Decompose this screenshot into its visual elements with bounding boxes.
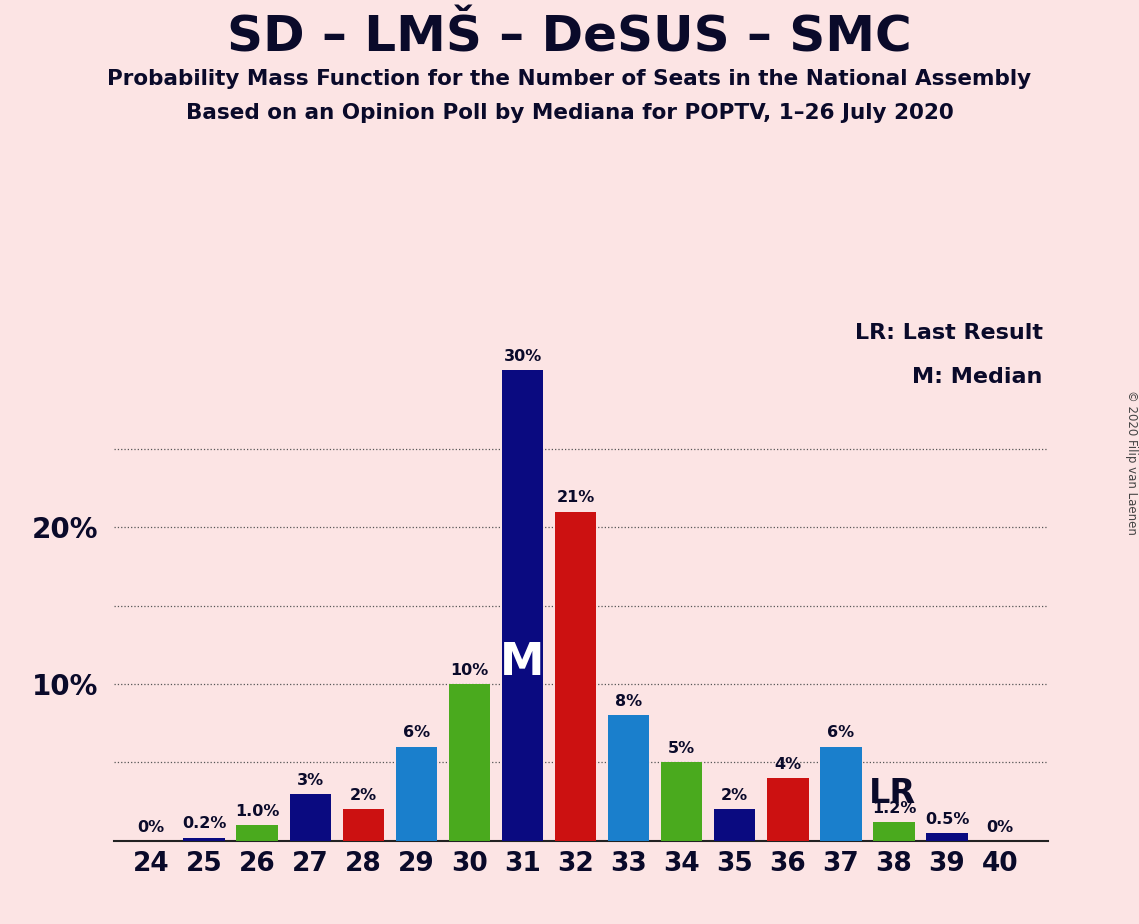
Text: 0.5%: 0.5% bbox=[925, 811, 969, 827]
Text: 6%: 6% bbox=[827, 725, 854, 740]
Text: 5%: 5% bbox=[669, 741, 695, 756]
Text: 21%: 21% bbox=[557, 491, 595, 505]
Text: M: Median: M: Median bbox=[912, 368, 1042, 387]
Bar bbox=[661, 762, 703, 841]
Bar bbox=[926, 833, 968, 841]
Bar bbox=[237, 825, 278, 841]
Bar bbox=[768, 778, 809, 841]
Text: 30%: 30% bbox=[503, 349, 542, 364]
Bar bbox=[289, 794, 331, 841]
Bar bbox=[183, 838, 224, 841]
Text: M: M bbox=[500, 640, 544, 684]
Text: 8%: 8% bbox=[615, 694, 642, 709]
Bar bbox=[820, 747, 861, 841]
Bar bbox=[343, 809, 384, 841]
Text: 0%: 0% bbox=[986, 820, 1014, 834]
Bar bbox=[555, 512, 597, 841]
Text: 1.2%: 1.2% bbox=[871, 801, 916, 816]
Text: 3%: 3% bbox=[296, 772, 323, 787]
Text: LR: Last Result: LR: Last Result bbox=[854, 323, 1042, 344]
Text: Based on an Opinion Poll by Mediana for POPTV, 1–26 July 2020: Based on an Opinion Poll by Mediana for … bbox=[186, 103, 953, 124]
Text: © 2020 Filip van Laenen: © 2020 Filip van Laenen bbox=[1124, 390, 1138, 534]
Text: 2%: 2% bbox=[350, 788, 377, 803]
Bar bbox=[502, 371, 543, 841]
Text: 1.0%: 1.0% bbox=[235, 804, 279, 819]
Bar bbox=[395, 747, 437, 841]
Text: 0%: 0% bbox=[138, 820, 165, 834]
Text: 2%: 2% bbox=[721, 788, 748, 803]
Text: 6%: 6% bbox=[403, 725, 429, 740]
Text: 0.2%: 0.2% bbox=[182, 817, 227, 832]
Bar bbox=[449, 684, 490, 841]
Bar bbox=[714, 809, 755, 841]
Text: 10%: 10% bbox=[450, 663, 489, 678]
Text: LR: LR bbox=[869, 777, 916, 810]
Bar bbox=[874, 822, 915, 841]
Bar bbox=[608, 715, 649, 841]
Text: SD – LMŠ – DeSUS – SMC: SD – LMŠ – DeSUS – SMC bbox=[227, 14, 912, 62]
Text: Probability Mass Function for the Number of Seats in the National Assembly: Probability Mass Function for the Number… bbox=[107, 69, 1032, 90]
Text: 4%: 4% bbox=[775, 757, 802, 772]
